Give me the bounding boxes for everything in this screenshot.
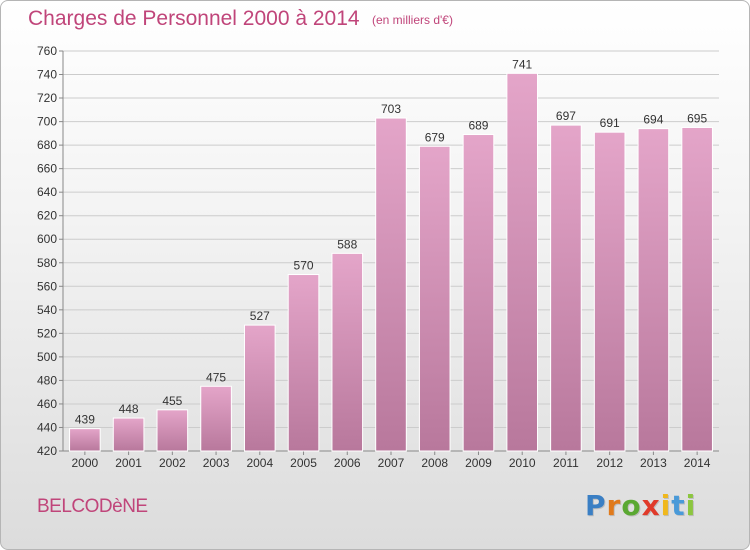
- logo-letter: o: [621, 489, 642, 522]
- y-tick-label: 580: [37, 256, 57, 270]
- data-label-2006: 588: [337, 237, 357, 251]
- bar-2014: [681, 126, 713, 452]
- x-tick-label-2001: 2001: [115, 456, 142, 470]
- data-label-2001: 448: [119, 402, 139, 416]
- data-label-2009: 689: [468, 119, 488, 133]
- x-tick-label-2000: 2000: [72, 456, 99, 470]
- bar-2009: [462, 134, 495, 452]
- logo-letter: i: [660, 489, 672, 522]
- x-tick-label-2014: 2014: [684, 456, 711, 470]
- y-tick-label: 600: [37, 232, 57, 246]
- y-tick-label: 680: [37, 138, 57, 152]
- x-tick-labels: 2000 2001 2002 2003 2004 2005 2006 2007 2008 2009…: [72, 456, 711, 470]
- data-label-2010: 741: [512, 57, 532, 71]
- x-tick-label-2008: 2008: [421, 456, 448, 470]
- bar-2003: [200, 385, 232, 452]
- bar-2006: [331, 252, 364, 452]
- data-label-2014: 695: [687, 111, 707, 125]
- y-tick-label: 440: [37, 420, 57, 434]
- x-tick-label-2002: 2002: [159, 456, 186, 470]
- x-tick-label-2006: 2006: [334, 456, 361, 470]
- data-label-2003: 475: [206, 370, 226, 384]
- bar-2002: [156, 409, 189, 452]
- x-tick-label-2004: 2004: [246, 456, 273, 470]
- y-tick-label: 460: [37, 397, 57, 411]
- y-tick-label: 560: [37, 279, 57, 293]
- logo-letter: x: [641, 489, 661, 522]
- x-tick-label-2010: 2010: [509, 456, 536, 470]
- data-label-2008: 679: [425, 130, 445, 144]
- bar-2012: [593, 131, 626, 452]
- bar-2001: [112, 417, 145, 452]
- logo-letter: r: [606, 489, 622, 522]
- y-tick-label: 540: [37, 303, 57, 317]
- bar-2000: [69, 428, 101, 452]
- y-tick-label: 660: [37, 162, 57, 176]
- x-tick-label-2003: 2003: [203, 456, 230, 470]
- x-tick-label-2005: 2005: [290, 456, 317, 470]
- bar-2007: [375, 117, 407, 452]
- x-tick-label-2012: 2012: [596, 456, 623, 470]
- bar-2011: [550, 124, 582, 452]
- data-label-2005: 570: [294, 259, 314, 273]
- logo-letter: i: [685, 489, 697, 522]
- y-tick-label: 640: [37, 185, 57, 199]
- chart-subtitle: (en milliers d'€): [372, 13, 453, 27]
- data-label-2000: 439: [75, 413, 95, 427]
- chart-title: Charges de Personnel 2000 à 2014: [28, 7, 360, 30]
- x-tick-label-2011: 2011: [553, 456, 579, 470]
- y-tick-labels: 420 440 460 480 500 520 540 560 580 600 620 640 660 6…: [37, 44, 57, 458]
- bar-2005: [287, 274, 320, 452]
- y-tick-label: 500: [37, 350, 57, 364]
- data-label-2002: 455: [162, 394, 182, 408]
- data-label-2013: 694: [643, 113, 663, 127]
- bar-2013: [637, 128, 670, 452]
- y-tick-label: 520: [37, 326, 57, 340]
- logo-letter: t: [671, 489, 686, 522]
- y-tick-label: 620: [37, 209, 57, 223]
- y-tick-label: 720: [37, 91, 57, 105]
- data-label-2007: 703: [381, 102, 401, 116]
- proxiti-logo: Proxiti: [585, 489, 696, 522]
- x-tick-label-2007: 2007: [378, 456, 405, 470]
- y-tick-label: 740: [37, 68, 57, 82]
- bar-2004: [243, 324, 276, 452]
- data-label-2011: 697: [556, 109, 576, 123]
- logo-letter: P: [585, 489, 607, 522]
- x-tick-label-2013: 2013: [640, 456, 667, 470]
- commune-name: BELCODèNE: [37, 496, 148, 517]
- bar-2008: [418, 145, 451, 452]
- y-tick-label: 700: [37, 115, 57, 129]
- bars: [69, 72, 713, 452]
- y-tick-label: 420: [37, 444, 57, 458]
- bar-2010: [506, 72, 539, 452]
- y-tick-label: 480: [37, 373, 57, 387]
- x-tick-label-2009: 2009: [465, 456, 492, 470]
- data-labels: 439 448 455 475 527 570 588 703 679 689 741 697 691 6…: [75, 57, 708, 426]
- data-label-2012: 691: [600, 116, 620, 130]
- data-label-2004: 527: [250, 309, 270, 323]
- y-tick-label: 760: [37, 44, 57, 58]
